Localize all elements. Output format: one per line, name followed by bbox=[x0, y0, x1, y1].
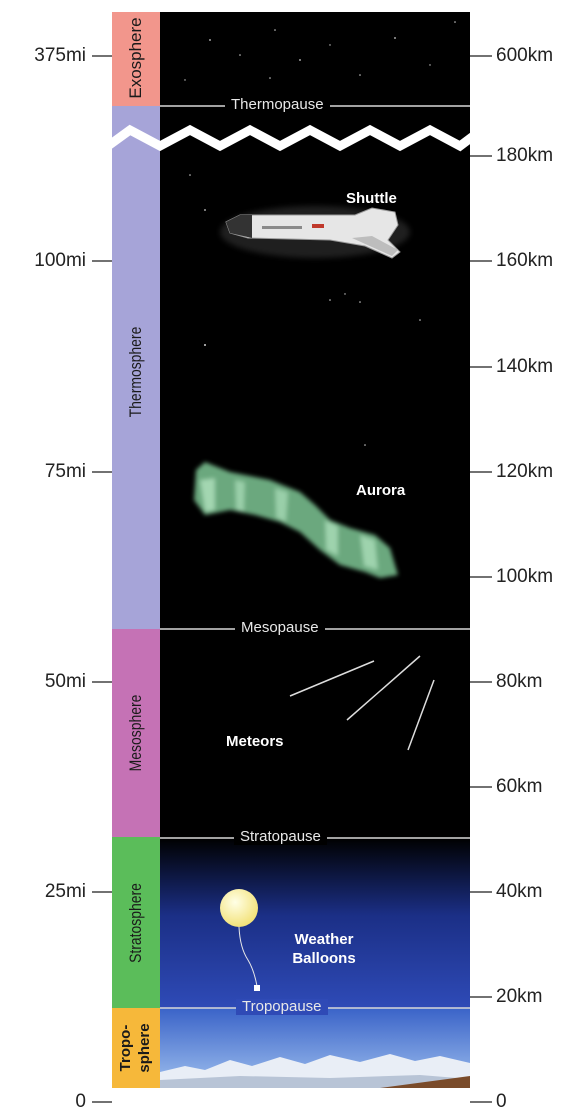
right-tick-600km: 600km bbox=[496, 45, 554, 66]
exosphere-bar bbox=[112, 12, 160, 106]
left-tick-0: 0 bbox=[75, 1091, 86, 1112]
troposphere-label-line2: sphere bbox=[136, 1023, 153, 1073]
right-tick-120km: 120km bbox=[496, 461, 554, 482]
mesopause-label: Mesopause bbox=[235, 620, 325, 636]
left-tick-375mi: 375mi bbox=[34, 45, 86, 66]
stratosphere-bar bbox=[112, 837, 160, 1008]
stratopause-label: Stratopause bbox=[234, 829, 327, 845]
thermopause-label: Thermopause bbox=[225, 97, 330, 113]
right-tick-0: 0 bbox=[496, 1091, 507, 1112]
left-axis-ticks bbox=[92, 55, 112, 1103]
troposphere-bar bbox=[112, 1008, 160, 1088]
right-tick-80km: 80km bbox=[496, 671, 543, 692]
thermosphere-label: Thermosphere bbox=[126, 326, 145, 418]
weather-balloons-line2: Balloons bbox=[292, 950, 356, 967]
troposphere-label-line1: Tropo- bbox=[117, 1024, 134, 1072]
sky-stratosphere bbox=[160, 838, 470, 1010]
shuttle-illustration bbox=[220, 206, 410, 259]
tropopause-label: Tropopause bbox=[236, 999, 328, 1015]
meteors-illustration bbox=[289, 655, 435, 751]
aurora-label: Aurora bbox=[356, 482, 406, 499]
right-tick-60km: 60km bbox=[496, 776, 543, 797]
left-tick-100mi: 100mi bbox=[34, 250, 86, 271]
ground bbox=[380, 1076, 470, 1088]
mountain-shadow bbox=[160, 1075, 470, 1088]
mesosphere-label: Mesosphere bbox=[126, 694, 145, 772]
troposphere-label: Tropo- sphere bbox=[116, 1003, 156, 1093]
right-tick-40km: 40km bbox=[496, 881, 543, 902]
shuttle-label: Shuttle bbox=[346, 190, 397, 207]
mesosphere-bar bbox=[112, 629, 160, 837]
left-tick-25mi: 25mi bbox=[44, 881, 86, 902]
right-axis-ticks bbox=[470, 55, 492, 1103]
weather-balloons-label: Weather Balloons bbox=[284, 930, 364, 968]
right-tick-100km: 100km bbox=[496, 566, 554, 587]
meteors-label: Meteors bbox=[226, 733, 284, 750]
sky-space bbox=[160, 12, 470, 840]
right-tick-140km: 140km bbox=[496, 356, 554, 377]
right-tick-20km: 20km bbox=[496, 986, 543, 1007]
left-tick-75mi: 75mi bbox=[44, 461, 86, 482]
weather-balloon-illustration bbox=[220, 889, 260, 991]
thermosphere-bar bbox=[112, 106, 160, 629]
right-tick-160km: 160km bbox=[496, 250, 554, 271]
right-tick-180km: 180km bbox=[496, 145, 554, 166]
exosphere-label: Exosphere bbox=[126, 17, 145, 99]
aurora-illustration bbox=[194, 462, 398, 578]
stratosphere-label: Stratosphere bbox=[126, 883, 145, 963]
axis-break bbox=[105, 124, 479, 152]
left-tick-50mi: 50mi bbox=[44, 671, 86, 692]
weather-balloons-line1: Weather bbox=[294, 931, 354, 948]
